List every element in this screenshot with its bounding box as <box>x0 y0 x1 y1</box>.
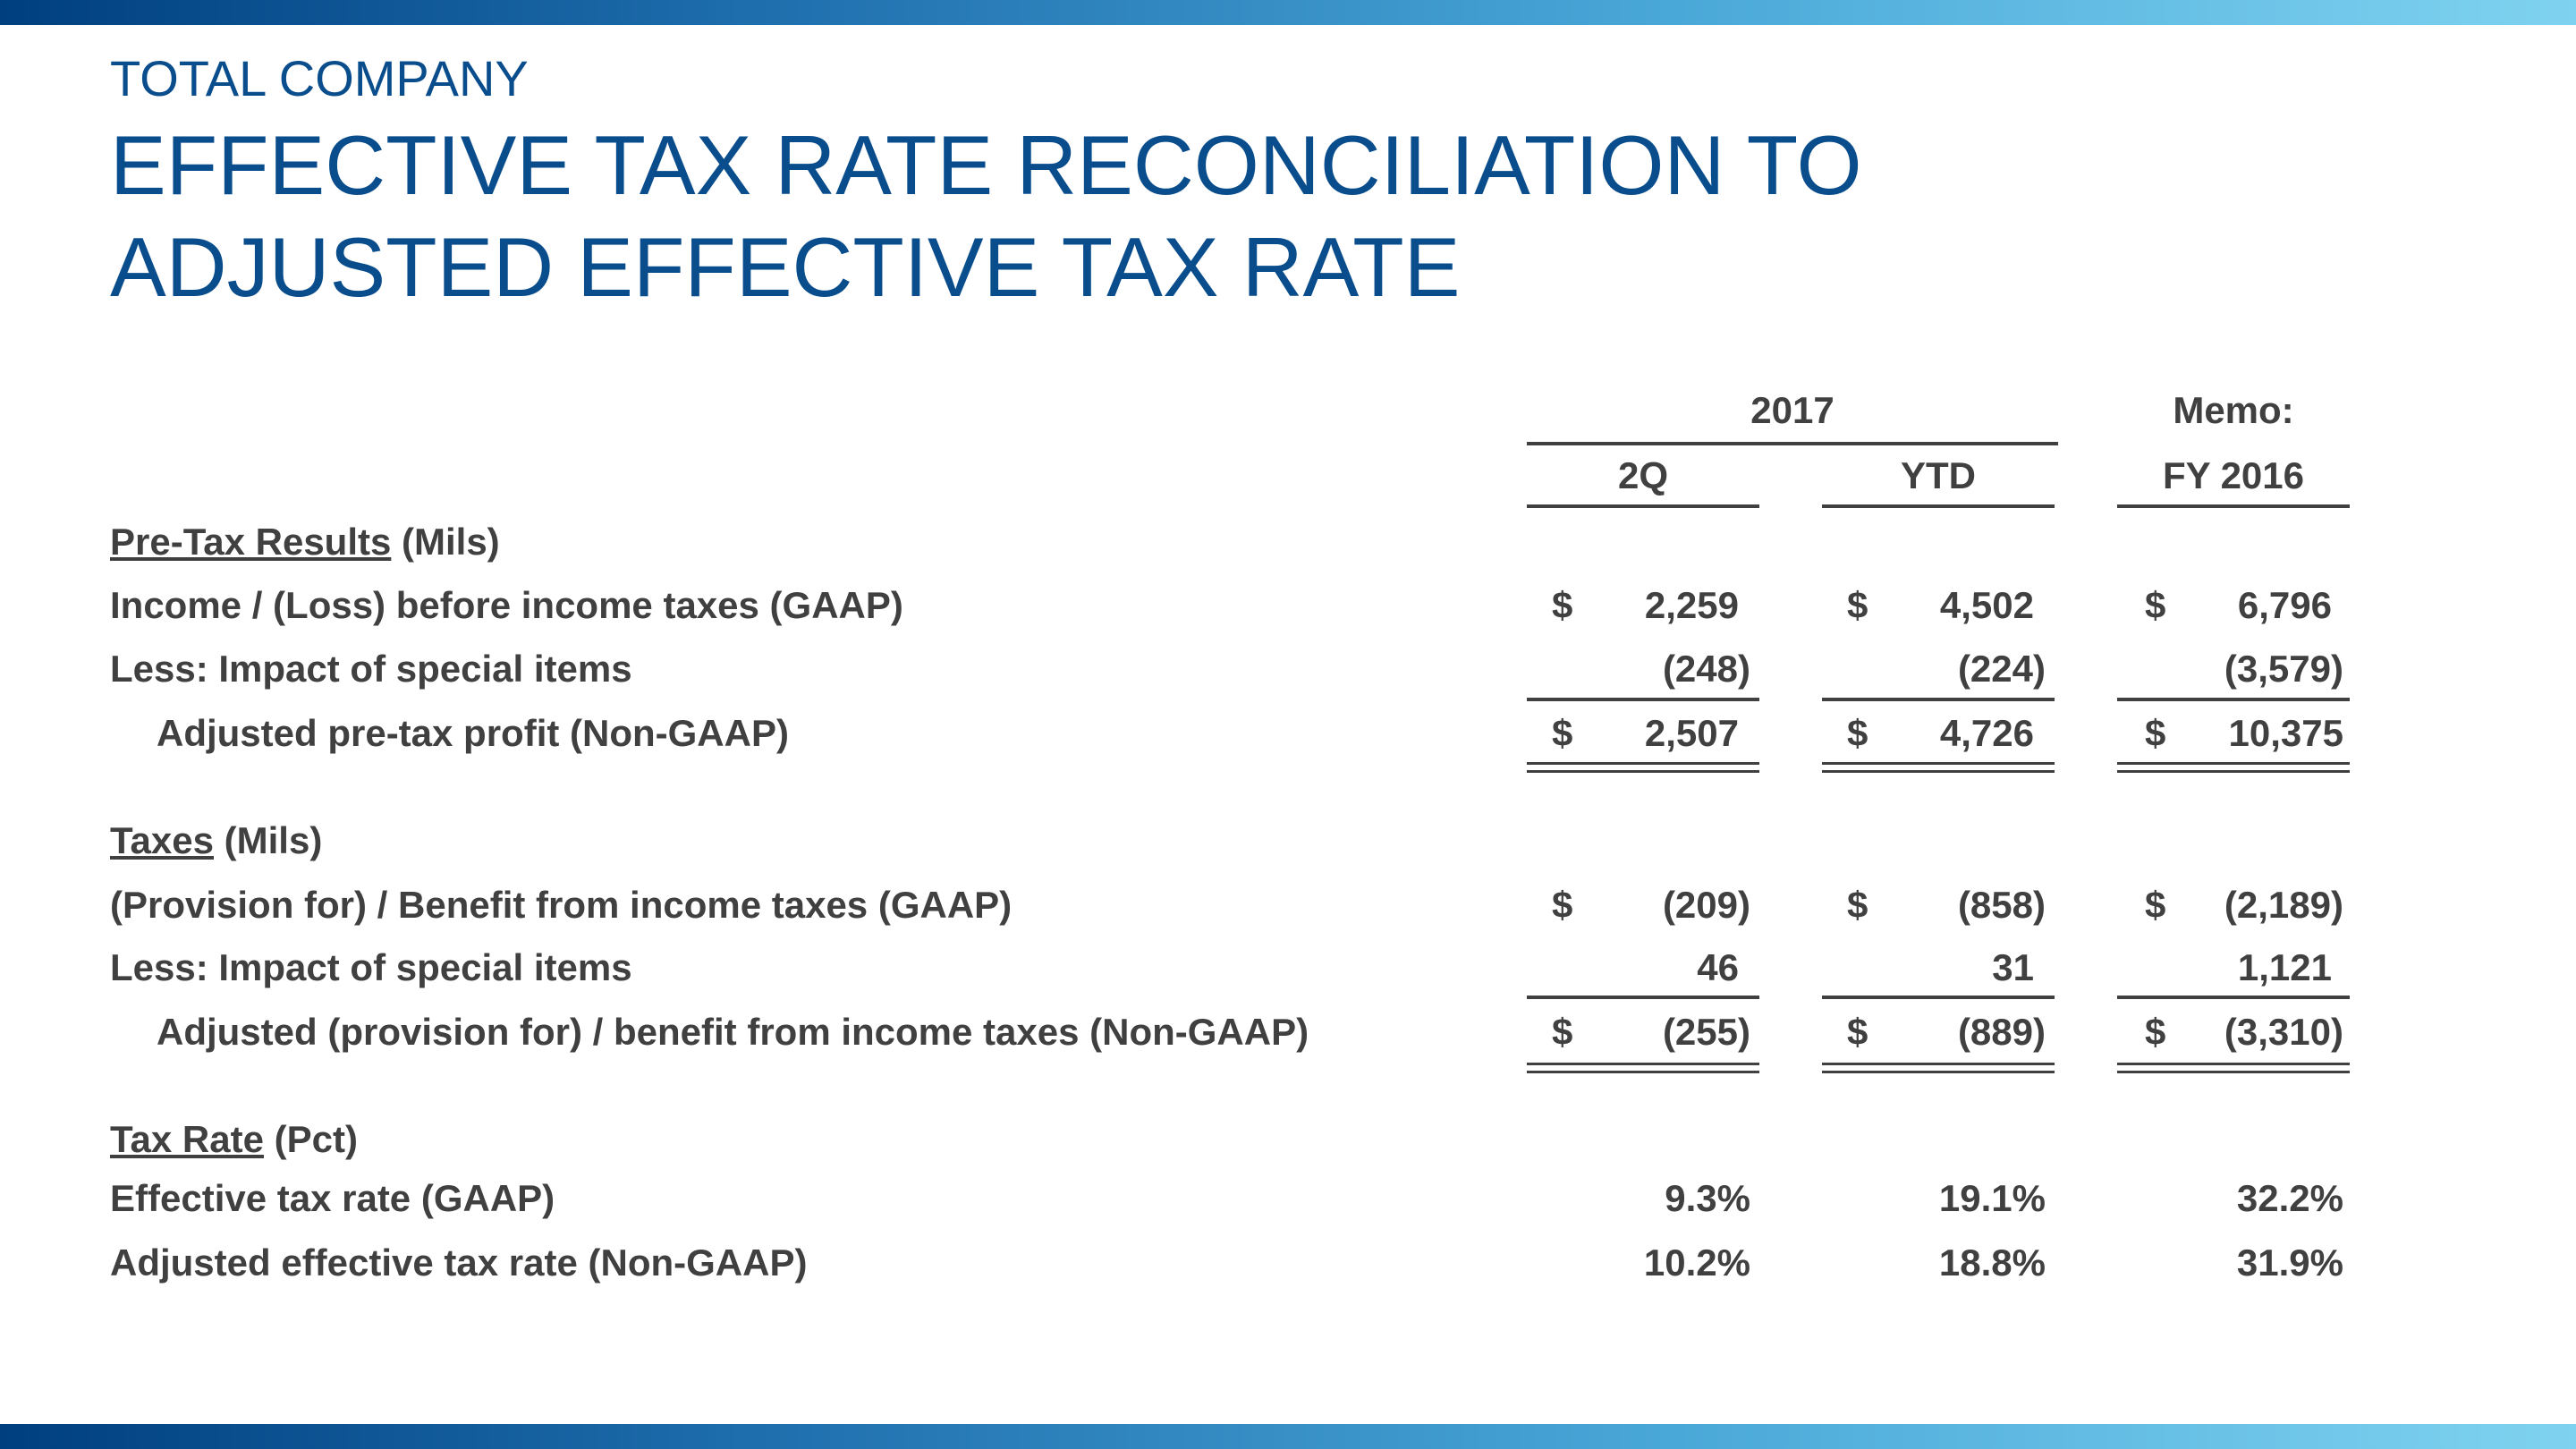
row5-col1-value: 46 <box>1697 946 1739 988</box>
row1-col3-value: 6,796 <box>2237 584 2332 626</box>
column-group-2017: 2017 <box>1750 389 1835 431</box>
section-pretax-title: Pre-Tax Results (Mils) <box>110 521 500 563</box>
row7-col1-value: 9.3% <box>1665 1177 1750 1219</box>
subtotal-rule-pretax-col1 <box>1527 698 1759 701</box>
row7-col2-value: 19.1% <box>1938 1177 2046 1219</box>
row2-col2-value: (224) <box>1957 648 2046 690</box>
total-rule-taxes-col1 <box>1527 1063 1759 1073</box>
row6-col3-dollar: $ <box>2145 1011 2166 1053</box>
row-label-income-before-taxes: Income / (Loss) before income taxes (GAA… <box>110 584 903 626</box>
column-ytd: YTD <box>1901 454 1976 496</box>
page-title-line-2: ADJUSTED EFFECTIVE TAX RATE <box>110 220 1461 314</box>
row-label-special-items-pretax: Less: Impact of special items <box>110 648 632 690</box>
column-2q: 2Q <box>1617 454 1669 496</box>
section-taxes-title: Taxes (Mils) <box>110 819 323 861</box>
total-rule-taxes-col2 <box>1822 1063 2055 1073</box>
row2-col1-value: (248) <box>1662 648 1750 690</box>
row3-col3-value: 10,375 <box>2228 712 2343 754</box>
row-label-special-items-taxes: Less: Impact of special items <box>110 946 632 988</box>
row1-col1-dollar: $ <box>1552 584 1573 626</box>
row3-col1-value: 2,507 <box>1644 712 1739 754</box>
row4-col2-dollar: $ <box>1847 884 1868 926</box>
row4-col2-value: (858) <box>1957 884 2046 926</box>
row-label-adjusted-effective-rate: Adjusted effective tax rate (Non-GAAP) <box>110 1241 808 1284</box>
header-rule-fy2016 <box>2117 504 2350 508</box>
row4-col1-dollar: $ <box>1552 884 1573 926</box>
row6-col1-value: (255) <box>1662 1011 1750 1053</box>
row3-col2-dollar: $ <box>1847 712 1868 754</box>
row5-col3-value: 1,121 <box>2237 946 2332 988</box>
row8-col3-value: 31.9% <box>2236 1241 2343 1284</box>
row3-col3-dollar: $ <box>2145 712 2166 754</box>
header-rule-ytd <box>1822 504 2055 508</box>
row8-col1-value: 10.2% <box>1643 1241 1750 1284</box>
column-memo: Memo: <box>2173 389 2294 431</box>
row-label-effective-rate: Effective tax rate (GAAP) <box>110 1177 555 1219</box>
row-label-adjusted-provision: Adjusted (provision for) / benefit from … <box>157 1011 1309 1053</box>
row2-col3-value: (3,579) <box>2224 648 2343 690</box>
row3-col2-value: 4,726 <box>1939 712 2034 754</box>
column-fy2016: FY 2016 <box>2162 454 2304 496</box>
row4-col3-dollar: $ <box>2145 884 2166 926</box>
page-title: EFFECTIVE TAX RATE RECONCILIATION TO ADJ… <box>110 114 1862 318</box>
subtotal-rule-pretax-col3 <box>2117 698 2350 701</box>
total-rule-taxes-col3 <box>2117 1063 2350 1073</box>
section-rate-title: Tax Rate (Pct) <box>110 1118 358 1160</box>
row1-col2-dollar: $ <box>1847 584 1868 626</box>
row3-col1-dollar: $ <box>1552 712 1573 754</box>
subtotal-rule-taxes-col3 <box>2117 996 2350 999</box>
row-label-provision-gaap: (Provision for) / Benefit from income ta… <box>110 884 1013 926</box>
subtotal-rule-pretax-col2 <box>1822 698 2055 701</box>
total-rule-pretax-col2 <box>1822 762 2055 773</box>
page-kicker: TOTAL COMPANY <box>110 50 529 106</box>
row1-col3-dollar: $ <box>2145 584 2166 626</box>
row5-col2-value: 31 <box>1992 946 2034 988</box>
row4-col1-value: (209) <box>1662 884 1750 926</box>
row6-col2-value: (889) <box>1957 1011 2046 1053</box>
total-rule-pretax-col3 <box>2117 762 2350 773</box>
row6-col2-dollar: $ <box>1847 1011 1868 1053</box>
subtotal-rule-taxes-col2 <box>1822 996 2055 999</box>
bottom-gradient-bar <box>0 1424 2576 1449</box>
row1-col2-value: 4,502 <box>1939 584 2034 626</box>
row1-col1-value: 2,259 <box>1644 584 1739 626</box>
row6-col1-dollar: $ <box>1552 1011 1573 1053</box>
row7-col3-value: 32.2% <box>2236 1177 2343 1219</box>
row4-col3-value: (2,189) <box>2224 884 2343 926</box>
header-rule-2q <box>1527 504 1759 508</box>
row6-col3-value: (3,310) <box>2224 1011 2343 1053</box>
total-rule-pretax-col1 <box>1527 762 1759 773</box>
row-label-adjusted-pretax: Adjusted pre-tax profit (Non-GAAP) <box>157 712 789 754</box>
subtotal-rule-taxes-col1 <box>1527 996 1759 999</box>
page-title-line-1: EFFECTIVE TAX RATE RECONCILIATION TO <box>110 118 1862 212</box>
row8-col2-value: 18.8% <box>1938 1241 2046 1284</box>
top-gradient-bar <box>0 0 2576 25</box>
header-rule-2017 <box>1527 442 2058 445</box>
